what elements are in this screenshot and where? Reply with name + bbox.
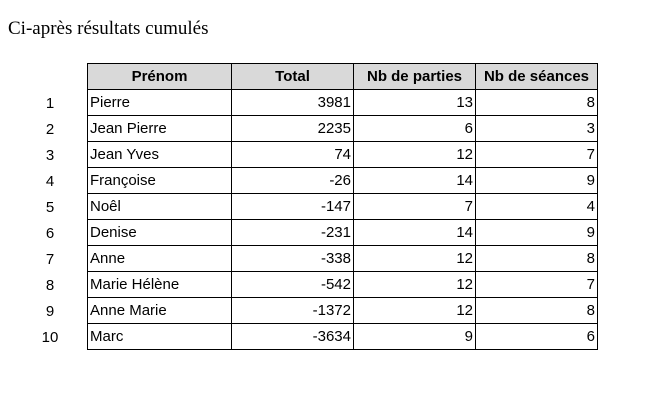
cell-total: -26 bbox=[232, 168, 354, 194]
header-nb-seances: Nb de séances bbox=[476, 64, 598, 90]
header-total: Total bbox=[232, 64, 354, 90]
cell-total: -542 bbox=[232, 272, 354, 298]
cell-nb-seances: 7 bbox=[476, 272, 598, 298]
cell-nb-seances: 9 bbox=[476, 168, 598, 194]
cell-total: -147 bbox=[232, 194, 354, 220]
cell-total: -1372 bbox=[232, 298, 354, 324]
cell-nb-seances: 4 bbox=[476, 194, 598, 220]
cell-nb-parties: 13 bbox=[354, 90, 476, 116]
cell-nb-parties: 6 bbox=[354, 116, 476, 142]
cell-nb-parties: 14 bbox=[354, 168, 476, 194]
row-rank: 1 bbox=[30, 91, 70, 117]
row-rank: 4 bbox=[30, 169, 70, 195]
cell-nb-parties: 12 bbox=[354, 272, 476, 298]
table-row: Jean Pierre 2235 6 3 bbox=[88, 116, 598, 142]
results-table: Prénom Total Nb de parties Nb de séances… bbox=[87, 63, 598, 350]
cell-nb-seances: 9 bbox=[476, 220, 598, 246]
cell-total: 3981 bbox=[232, 90, 354, 116]
table-row: Marie Hélène -542 12 7 bbox=[88, 272, 598, 298]
cell-nb-seances: 8 bbox=[476, 90, 598, 116]
table-row: Françoise -26 14 9 bbox=[88, 168, 598, 194]
cell-prenom: Pierre bbox=[88, 90, 232, 116]
table-row: Pierre 3981 13 8 bbox=[88, 90, 598, 116]
table-row: Denise -231 14 9 bbox=[88, 220, 598, 246]
table-row: Noêl -147 7 4 bbox=[88, 194, 598, 220]
row-rank: 8 bbox=[30, 273, 70, 299]
row-rank: 3 bbox=[30, 143, 70, 169]
row-rank: 10 bbox=[30, 325, 70, 351]
cell-nb-parties: 7 bbox=[354, 194, 476, 220]
cell-prenom: Anne Marie bbox=[88, 298, 232, 324]
cell-nb-parties: 12 bbox=[354, 246, 476, 272]
row-rank: 6 bbox=[30, 221, 70, 247]
cell-total: 74 bbox=[232, 142, 354, 168]
cell-nb-seances: 6 bbox=[476, 324, 598, 350]
cell-nb-seances: 8 bbox=[476, 246, 598, 272]
cell-total: -231 bbox=[232, 220, 354, 246]
row-rank: 2 bbox=[30, 117, 70, 143]
cell-prenom: Anne bbox=[88, 246, 232, 272]
cell-nb-seances: 8 bbox=[476, 298, 598, 324]
cell-total: -3634 bbox=[232, 324, 354, 350]
table-header-row: Prénom Total Nb de parties Nb de séances bbox=[88, 64, 598, 90]
cell-prenom: Marie Hélène bbox=[88, 272, 232, 298]
cell-prenom: Jean Yves bbox=[88, 142, 232, 168]
cell-total: 2235 bbox=[232, 116, 354, 142]
table-row: Marc -3634 9 6 bbox=[88, 324, 598, 350]
results-body: Pierre 3981 13 8 Jean Pierre 2235 6 3 Jean Yves 7… bbox=[88, 90, 598, 350]
table-row: Jean Yves 74 12 7 bbox=[88, 142, 598, 168]
cell-prenom: Noêl bbox=[88, 194, 232, 220]
cell-nb-seances: 3 bbox=[476, 116, 598, 142]
header-prenom: Prénom bbox=[88, 64, 232, 90]
row-rank: 7 bbox=[30, 247, 70, 273]
row-rank: 9 bbox=[30, 299, 70, 325]
cell-prenom: Jean Pierre bbox=[88, 116, 232, 142]
row-rank: 5 bbox=[30, 195, 70, 221]
cell-nb-seances: 7 bbox=[476, 142, 598, 168]
header-nb-parties: Nb de parties bbox=[354, 64, 476, 90]
cell-nb-parties: 12 bbox=[354, 142, 476, 168]
cell-nb-parties: 12 bbox=[354, 298, 476, 324]
cell-prenom: Denise bbox=[88, 220, 232, 246]
cell-prenom: Marc bbox=[88, 324, 232, 350]
cell-prenom: Françoise bbox=[88, 168, 232, 194]
page-title: Ci-après résultats cumulés bbox=[8, 18, 209, 40]
table-row: Anne -338 12 8 bbox=[88, 246, 598, 272]
cell-nb-parties: 14 bbox=[354, 220, 476, 246]
cell-nb-parties: 9 bbox=[354, 324, 476, 350]
table-row: Anne Marie -1372 12 8 bbox=[88, 298, 598, 324]
cell-total: -338 bbox=[232, 246, 354, 272]
